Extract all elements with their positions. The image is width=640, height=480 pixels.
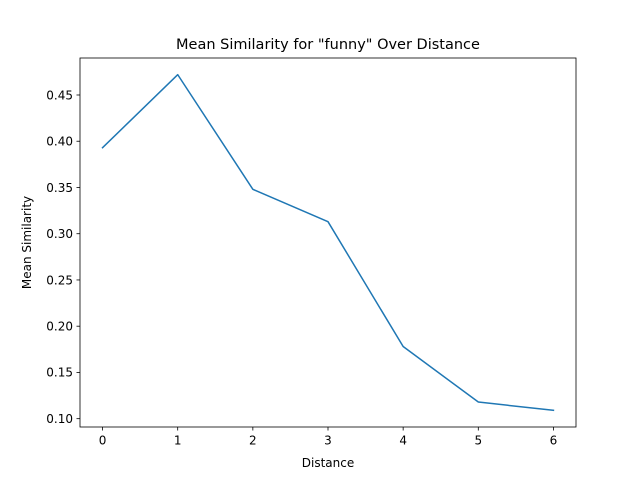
y-tick-label: 0.15 bbox=[46, 366, 73, 380]
axes-frame bbox=[79, 57, 577, 428]
x-tick-label: 3 bbox=[324, 434, 332, 448]
y-axis-label: Mean Similarity bbox=[20, 196, 34, 289]
x-tick-label: 4 bbox=[399, 434, 407, 448]
x-tick-label: 2 bbox=[249, 434, 257, 448]
x-tick-label: 6 bbox=[550, 434, 558, 448]
x-tick-label: 1 bbox=[174, 434, 182, 448]
y-tick-label: 0.10 bbox=[46, 412, 73, 426]
y-tick-label: 0.20 bbox=[46, 319, 73, 333]
series-line bbox=[101, 73, 555, 412]
y-axis: 0.10 0.15 0.20 0.25 0.30 0.35 0.40 0.45 bbox=[46, 88, 80, 426]
y-tick-label: 0.45 bbox=[46, 88, 73, 102]
y-tick-label: 0.40 bbox=[46, 135, 73, 149]
y-tick-label: 0.35 bbox=[46, 181, 73, 195]
x-tick-label: 5 bbox=[474, 434, 482, 448]
x-axis-label: Distance bbox=[302, 456, 354, 470]
y-tick-label: 0.30 bbox=[46, 227, 73, 241]
chart-title: Mean Similarity for "funny" Over Distanc… bbox=[176, 37, 480, 53]
plot-area bbox=[101, 73, 555, 412]
x-tick-label: 0 bbox=[99, 434, 107, 448]
y-tick-label: 0.25 bbox=[46, 273, 73, 287]
x-axis: 0 1 2 3 4 5 6 bbox=[99, 427, 558, 448]
